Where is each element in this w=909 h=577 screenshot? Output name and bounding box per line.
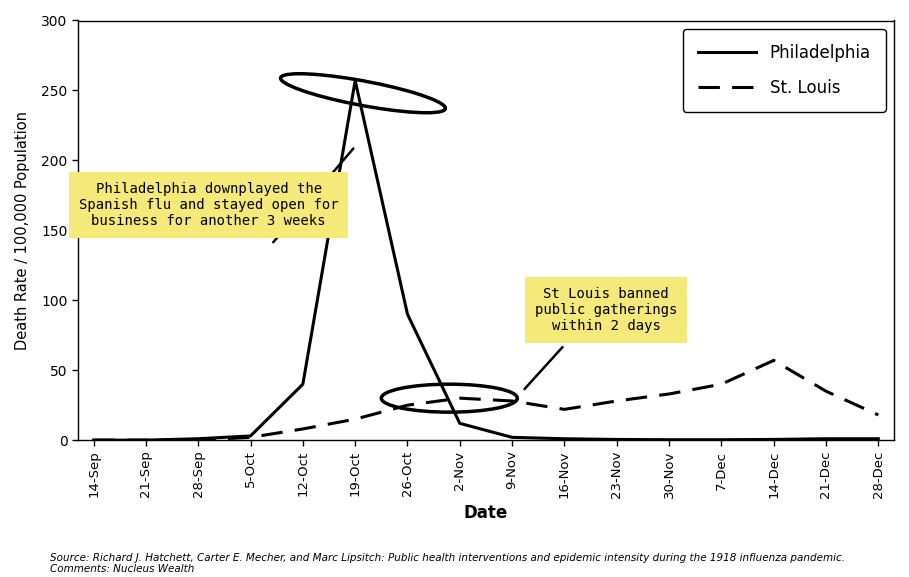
Philadelphia — [611, 436, 622, 443]
St. Louis — [559, 406, 570, 413]
Philadelphia — [768, 436, 779, 443]
St. Louis — [402, 402, 413, 409]
Philadelphia — [873, 435, 884, 442]
Philadelphia — [297, 381, 308, 388]
Philadelphia — [716, 436, 727, 443]
Line: St. Louis: St. Louis — [94, 361, 878, 440]
St. Louis — [716, 381, 727, 388]
St. Louis — [350, 415, 361, 422]
Philadelphia — [193, 435, 204, 442]
St. Louis — [454, 395, 465, 402]
St. Louis — [506, 398, 517, 404]
St. Louis — [664, 391, 674, 398]
Philadelphia — [506, 434, 517, 441]
St. Louis — [88, 437, 99, 444]
Philadelphia — [245, 433, 256, 440]
St. Louis — [297, 425, 308, 432]
St. Louis — [821, 388, 832, 395]
St. Louis — [768, 357, 779, 364]
Line: Philadelphia: Philadelphia — [94, 81, 878, 440]
Y-axis label: Death Rate / 100,000 Population: Death Rate / 100,000 Population — [15, 111, 30, 350]
Philadelphia — [559, 435, 570, 442]
St. Louis — [141, 437, 152, 444]
Philadelphia — [350, 77, 361, 84]
St. Louis — [873, 411, 884, 418]
Philadelphia — [88, 437, 99, 444]
St. Louis — [193, 437, 204, 444]
X-axis label: Date: Date — [464, 504, 508, 522]
Philadelphia — [141, 437, 152, 444]
Philadelphia — [821, 435, 832, 442]
Philadelphia — [664, 436, 674, 443]
Text: Source: Richard J. Hatchett, Carter E. Mecher, and Marc Lipsitch: Public health : Source: Richard J. Hatchett, Carter E. M… — [50, 553, 845, 574]
Legend: Philadelphia, St. Louis: Philadelphia, St. Louis — [683, 29, 885, 111]
Text: Philadelphia downplayed the
Spanish flu and stayed open for
business for another: Philadelphia downplayed the Spanish flu … — [79, 182, 338, 228]
Philadelphia — [454, 420, 465, 427]
Text: St Louis banned
public gatherings
within 2 days: St Louis banned public gatherings within… — [535, 287, 677, 334]
St. Louis — [245, 434, 256, 441]
Philadelphia — [402, 311, 413, 318]
St. Louis — [611, 398, 622, 404]
